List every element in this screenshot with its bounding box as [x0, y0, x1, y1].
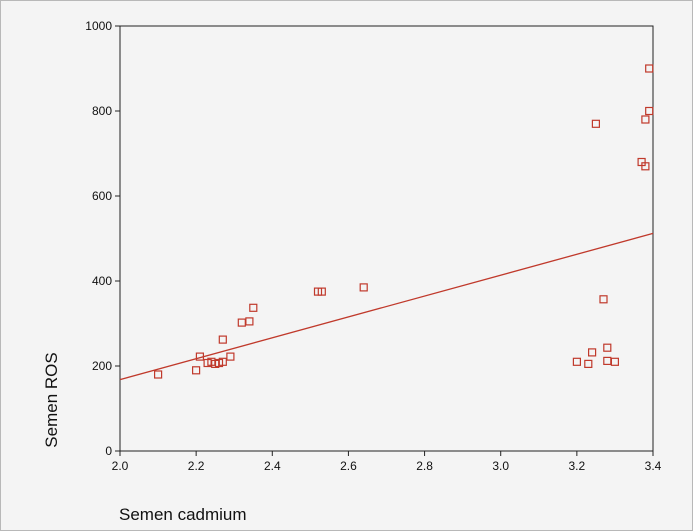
data-point	[584, 359, 593, 368]
x-tick-label: 2.2	[188, 459, 205, 473]
data-point	[192, 366, 201, 375]
data-point	[587, 348, 597, 357]
x-tick-label: 3.4	[645, 459, 662, 473]
data-point	[249, 303, 258, 312]
y-tick-label: 800	[92, 104, 112, 118]
y-axis-title: Semen ROS	[42, 352, 61, 447]
y-tick-label: 1000	[85, 19, 112, 33]
y-tick-label: 600	[92, 189, 112, 203]
data-point	[645, 64, 654, 73]
data-point	[218, 357, 227, 366]
y-tick-label: 0	[105, 444, 112, 458]
y-tick-label: 200	[92, 359, 112, 373]
data-point	[359, 283, 368, 292]
x-tick-label: 2.6	[340, 459, 357, 473]
regression-line	[119, 232, 654, 381]
data-point	[645, 106, 654, 116]
data-point	[195, 352, 204, 361]
data-point	[603, 356, 612, 365]
x-tick-label: 2.4	[264, 459, 281, 473]
data-point	[226, 352, 235, 361]
data-point	[610, 357, 620, 366]
data-point	[218, 335, 227, 344]
data-point	[154, 370, 163, 379]
y-tick-label: 400	[92, 274, 112, 288]
data-point	[641, 115, 650, 124]
data-point	[603, 343, 612, 352]
data-point	[317, 287, 326, 296]
data-point	[572, 357, 582, 366]
x-tick-label: 3.0	[492, 459, 509, 473]
x-tick-label: 2.8	[416, 459, 433, 473]
data-point	[641, 162, 650, 171]
x-axis-title: Semen cadmium	[119, 505, 247, 524]
plot-area	[119, 25, 654, 452]
data-point	[599, 295, 608, 304]
data-point	[245, 317, 254, 326]
data-point	[591, 119, 601, 128]
x-tick-label: 2.0	[112, 459, 129, 473]
x-tick-label: 3.2	[569, 459, 586, 473]
